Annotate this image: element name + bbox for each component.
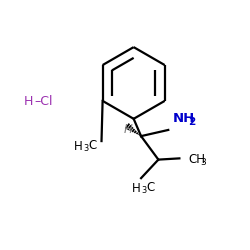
Text: H: H [132, 182, 141, 194]
Text: H: H [24, 95, 34, 108]
Text: CH: CH [188, 153, 205, 166]
Text: $_3$C: $_3$C [141, 180, 156, 196]
Text: –Cl: –Cl [35, 95, 53, 108]
Text: H: H [74, 140, 83, 152]
Text: 2: 2 [188, 117, 196, 127]
Text: NH: NH [173, 112, 196, 125]
Text: H: H [124, 124, 133, 136]
Text: 3: 3 [200, 158, 206, 166]
Text: $_3$C: $_3$C [83, 138, 98, 154]
